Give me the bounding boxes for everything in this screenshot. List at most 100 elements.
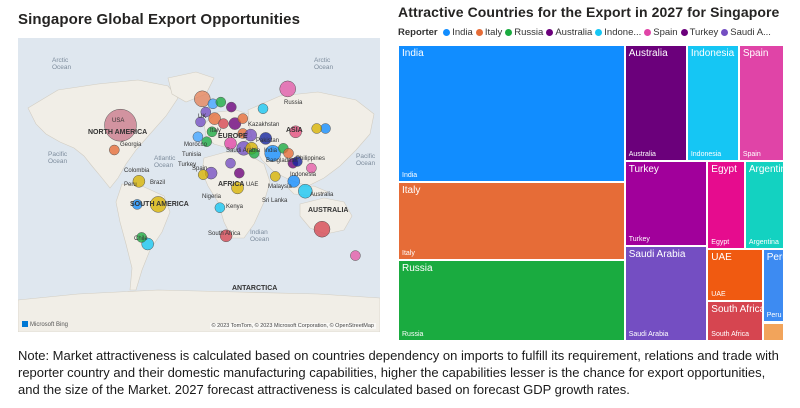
country-label-india: India (264, 148, 278, 154)
bubble-oman[interactable] (248, 148, 260, 159)
treemap-tile-russia[interactable]: Russia Russia (398, 259, 625, 341)
land-antarctica (18, 289, 380, 332)
country-label-saudi-arabia: Saudi Arabia (226, 148, 261, 154)
bubble-vietnam[interactable] (292, 156, 303, 167)
treemap-tile-egypt[interactable]: Egypt Egypt (707, 161, 745, 249)
legend-dot (595, 28, 603, 36)
bubble-south-africa[interactable] (219, 229, 233, 243)
bubble-ukraine[interactable] (226, 101, 237, 113)
bubble-georgia[interactable] (237, 113, 249, 124)
legend-item-turkey[interactable]: Turkey (680, 27, 718, 38)
legend-item-italy[interactable]: Italy (475, 27, 503, 38)
treemap[interactable]: India India Italy Italy Russia Russia Australi… (398, 45, 784, 341)
treemap-tile-argentina[interactable]: Argentina Argentina (744, 161, 784, 249)
bubble-tunisia[interactable] (206, 126, 218, 138)
legend-dot (546, 28, 554, 36)
bubble-sudan[interactable] (225, 157, 236, 169)
legend-label: Spain (653, 27, 678, 38)
treemap-tile-spain[interactable]: Spain Spain (738, 45, 784, 162)
tile-caption: India (402, 172, 418, 180)
treemap-tile-turkey[interactable]: Turkey Turkey (624, 161, 708, 246)
bubble-egypt[interactable] (224, 137, 237, 150)
country-label-peru: Peru (124, 182, 137, 188)
bubble-china[interactable] (289, 125, 302, 139)
bubble-sri-lanka[interactable] (270, 171, 281, 182)
bubble-ethiopia[interactable] (234, 167, 245, 179)
legend-label: Italy (484, 27, 503, 38)
bubble-ghana[interactable] (197, 169, 209, 180)
bubble-turkey[interactable] (228, 117, 242, 130)
legend-item-indone[interactable]: Indone... (595, 27, 641, 38)
treemap-tile-uae[interactable]: UAE UAE (707, 248, 763, 301)
bubble-russia[interactable] (279, 80, 296, 98)
ocean-label: Ocean (52, 64, 72, 71)
bubble-algeria[interactable] (201, 136, 212, 147)
bubble-poland[interactable] (215, 96, 227, 108)
country-label-russia: Russia (284, 100, 303, 106)
bubble-brazil[interactable] (150, 196, 167, 213)
bubble-greece[interactable] (218, 118, 229, 129)
bubble-myanmar[interactable] (283, 148, 294, 159)
legend-item-india[interactable]: India (443, 27, 473, 38)
ocean-label: Ocean (48, 158, 68, 165)
treemap-tile-saudi-arabia[interactable]: Saudi Arabia Saudi Arabia (624, 245, 708, 341)
tile-label: India (402, 48, 424, 59)
country-label-tunisia: Tunisia (182, 152, 202, 158)
bubble-japan[interactable] (320, 123, 331, 134)
ocean-label: Arctic (52, 57, 69, 64)
bubble-chile[interactable] (136, 232, 147, 243)
bubble-kazakhstan[interactable] (257, 103, 269, 114)
country-label-spain: Spain (192, 166, 207, 172)
country-label-pakistan: Pakistan (256, 138, 279, 144)
treemap-tile-italy[interactable]: Italy Italy (398, 182, 625, 260)
country-label-sri-lanka: Sri Lanka (262, 198, 288, 204)
bubble-morocco[interactable] (192, 131, 204, 143)
land-north-america (27, 79, 179, 189)
treemap-tile-india[interactable]: India India (398, 45, 625, 183)
treemap-tile-south-africa[interactable]: South Africa South Africa (707, 300, 763, 341)
bubble-colombia[interactable] (132, 175, 146, 188)
bubble-usa[interactable] (104, 108, 137, 142)
tile-label: Indonesia (690, 48, 735, 59)
country-label-usa: USA (112, 118, 124, 124)
bubble-malaysia[interactable] (287, 175, 301, 188)
bing-logo-text: Microsoft Bing (30, 322, 69, 328)
tile-label: Peru (766, 251, 783, 263)
bubble-uk[interactable] (194, 90, 211, 108)
tile-label: Argentina (748, 164, 783, 176)
legend-item-spain[interactable]: Spain (644, 27, 678, 38)
bubble-mexico[interactable] (109, 144, 120, 156)
treemap-tile-peru[interactable]: Peru Peru (762, 248, 784, 323)
ocean-label: Arctic (314, 57, 331, 64)
bubble-australia[interactable] (313, 220, 331, 238)
treemap-tile-australia[interactable]: Australia Australia (624, 45, 687, 162)
tile-caption: Peru (766, 312, 782, 320)
map-copyright[interactable]: © 2023 TomTom, © 2023 Microsoft Corporat… (209, 323, 376, 329)
bubble-new-zealand[interactable] (350, 250, 361, 261)
tile-caption: South Africa (711, 330, 750, 338)
treemap-tile-indonesia[interactable]: Indonesia Indonesia (686, 45, 739, 162)
treemap-tile-other[interactable] (762, 322, 784, 341)
map-title: Singapore Global Export Opportunities (18, 11, 301, 28)
legend-item-russia[interactable]: Russia (505, 27, 543, 38)
tile-caption: UAE (711, 290, 726, 298)
bubble-italy[interactable] (208, 112, 221, 125)
bubble-pakistan[interactable] (259, 132, 272, 145)
bubble-iran[interactable] (244, 128, 257, 142)
legend-item-saudi-a[interactable]: Saudi A... (721, 27, 771, 38)
bubble-korea[interactable] (311, 123, 322, 134)
bubble-indonesia[interactable] (298, 183, 313, 199)
legend-item-australia[interactable]: Australia (546, 27, 592, 38)
tile-caption: Egypt (711, 238, 730, 246)
country-label-philippines: Philippines (296, 156, 325, 162)
country-label-morocco: Morocco (184, 142, 208, 148)
bubble-spain[interactable] (195, 116, 206, 128)
bubble-france[interactable] (200, 106, 212, 118)
bubble-angola[interactable] (214, 202, 226, 213)
map-visual[interactable]: Arctic Ocean Arctic Ocean Pacific Ocean Atlant… (18, 38, 380, 332)
bubble-kenya[interactable] (231, 181, 244, 195)
bubble-philippines[interactable] (306, 162, 317, 174)
bubble-peru[interactable] (131, 199, 143, 210)
bubble-india[interactable] (264, 145, 281, 162)
